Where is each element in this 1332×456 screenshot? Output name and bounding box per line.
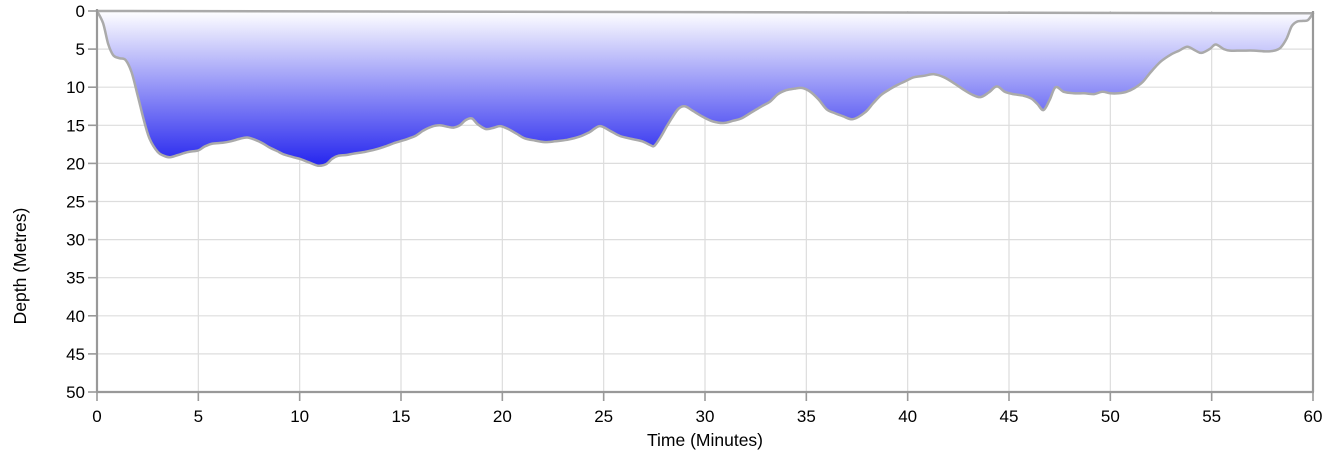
y-tick-label: 25 [66,193,85,212]
y-tick-label: 10 [66,78,85,97]
y-tick-label: 50 [66,383,85,402]
x-tick-label: 5 [194,407,203,426]
tick-labels: 0 5 10 15 20 25 30 35 40 45 50 0 5 10 15 20 25 30 35 40 45 50… [66,2,1322,426]
x-axis-title: Time (Minutes) [647,430,763,450]
y-tick-label: 35 [66,269,85,288]
x-tick-label: 60 [1304,407,1323,426]
y-tick-label: 40 [66,307,85,326]
y-tick-label: 30 [66,231,85,250]
y-axis-title: Depth (Metres) [10,208,30,325]
x-tick-label: 15 [392,407,411,426]
x-tick-label: 25 [594,407,613,426]
y-tick-label: 45 [66,345,85,364]
x-tick-label: 35 [797,407,816,426]
y-tick-label: 0 [76,2,85,21]
x-tick-label: 40 [898,407,917,426]
y-tick-label: 20 [66,154,85,173]
x-tick-label: 20 [493,407,512,426]
x-tick-label: 0 [92,407,101,426]
x-tick-label: 30 [696,407,715,426]
depth-profile-path [95,9,1315,168]
tick-marks [88,10,1314,401]
x-tick-label: 50 [1101,407,1120,426]
x-tick-label: 55 [1202,407,1221,426]
y-tick-label: 15 [66,116,85,135]
depth-profile-area [95,9,1315,168]
x-tick-label: 45 [1000,407,1019,426]
y-tick-label: 5 [76,40,85,59]
x-tick-label: 10 [290,407,309,426]
